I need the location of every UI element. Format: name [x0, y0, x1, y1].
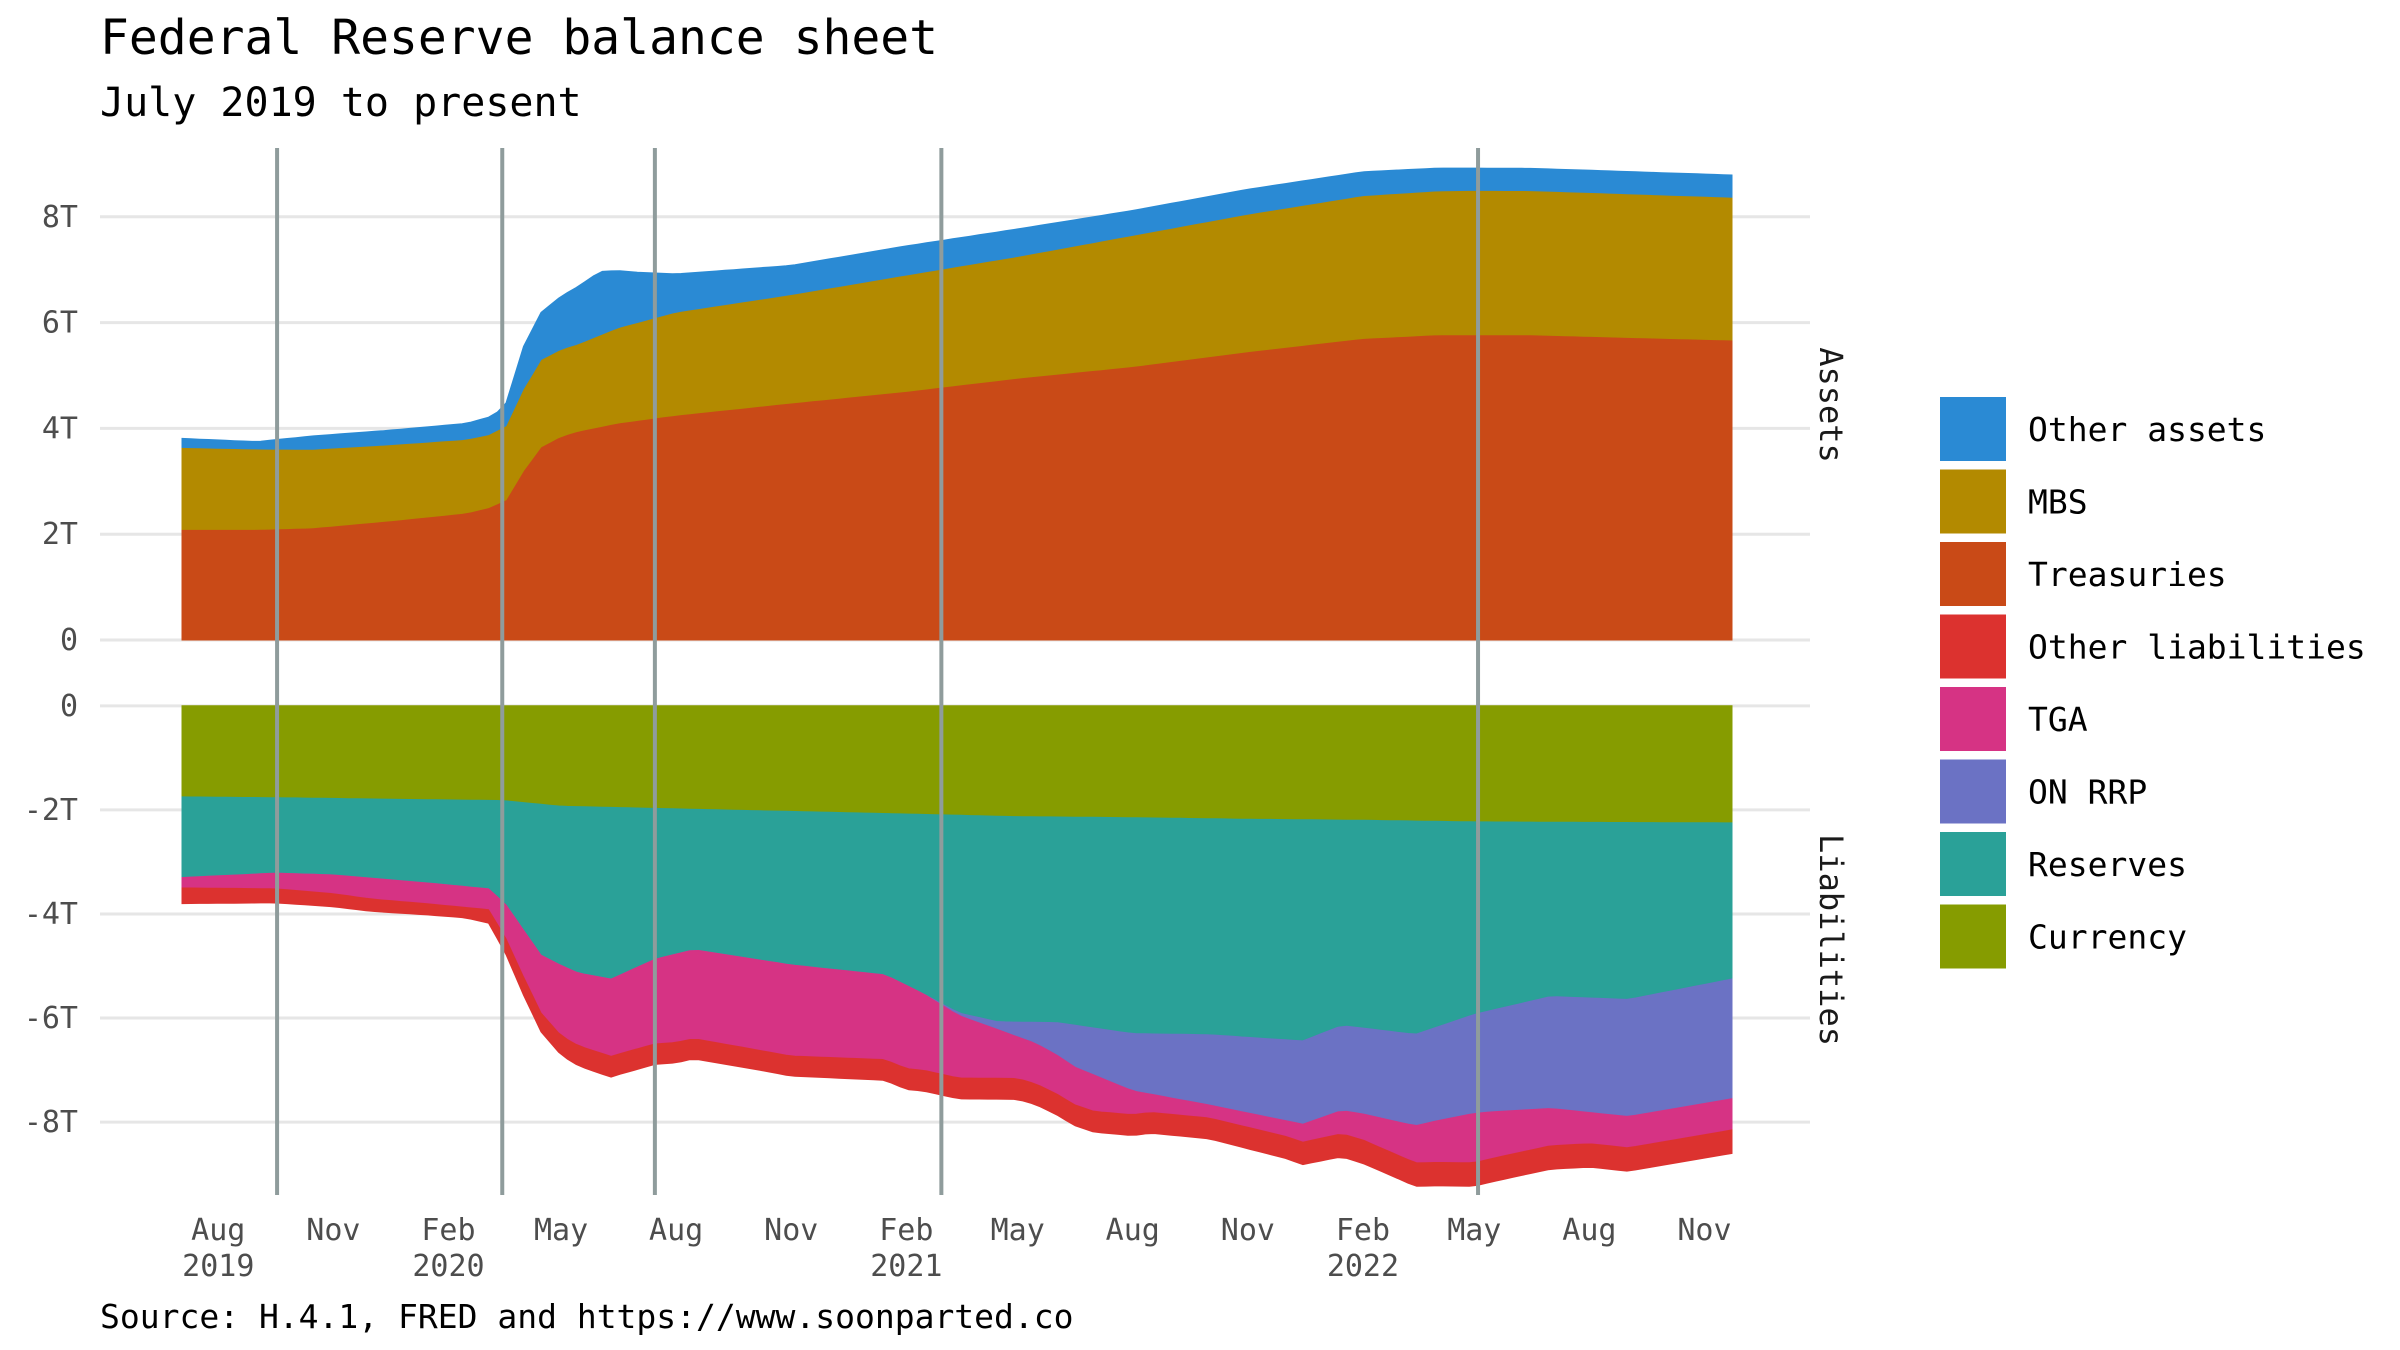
legend-swatch-treasuries — [1940, 542, 2006, 606]
legend-swatch-tga — [1940, 687, 2006, 751]
area-other-liabilities — [181, 887, 1733, 1187]
x-tick-year-2019: 2019 — [182, 1249, 254, 1284]
strip-label-liabilities: Liabilities — [1812, 834, 1850, 1046]
x-tick-year-2020: 2020 — [412, 1249, 484, 1284]
legend-label-other-assets: Other assets — [2028, 410, 2266, 449]
x-tick-aug-2021-08-01: Aug — [1106, 1213, 1160, 1248]
y-tick-liabilities-6t: -6T — [24, 1001, 78, 1036]
x-tick-may-2022-05-01: May — [1447, 1213, 1501, 1248]
x-tick-feb-2022-02-01: Feb — [1336, 1213, 1390, 1248]
x-tick-feb-2020-02-01: Feb — [421, 1213, 475, 1248]
x-tick-aug-2020-08-01: Aug — [649, 1213, 703, 1248]
x-tick-feb-2021-02-01: Feb — [879, 1213, 933, 1248]
legend-label-on-rrp: ON RRP — [2028, 773, 2147, 812]
event-lines — [275, 148, 1481, 1195]
y-tick-liabilities-2t: -2T — [24, 793, 78, 828]
x-tick-aug-2019-08-01: Aug — [191, 1213, 245, 1248]
area-reserves — [181, 796, 1733, 1042]
y-tick-liabilities-8t: -8T — [24, 1105, 78, 1140]
legend-swatch-reserves — [1940, 832, 2006, 896]
y-tick-assets-2t: 2T — [42, 517, 78, 552]
x-tick-nov-2022-11-01: Nov — [1677, 1213, 1731, 1248]
y-tick-assets-0: 0 — [60, 623, 78, 658]
chart-title: Federal Reserve balance sheet — [100, 10, 938, 66]
x-tick-nov-2020-11-01: Nov — [764, 1213, 818, 1248]
legend-swatch-currency — [1940, 904, 2006, 969]
y-tick-assets-4t: 4T — [42, 411, 78, 446]
x-tick-aug-2022-08-01: Aug — [1562, 1213, 1616, 1248]
x-tick-may-2021-05-01: May — [991, 1213, 1045, 1248]
x-tick-year-2022: 2022 — [1327, 1249, 1399, 1284]
legend-swatch-mbs — [1940, 469, 2006, 534]
chart-subtitle: July 2019 to present — [100, 80, 582, 126]
legend-label-other-liabilities: Other liabilities — [2028, 628, 2366, 667]
x-tick-may-2020-05-01: May — [534, 1213, 588, 1248]
x-tick-year-2021: 2021 — [870, 1249, 942, 1284]
y-tick-assets-6t: 6T — [42, 306, 78, 341]
x-tick-nov-2021-11-01: Nov — [1221, 1213, 1275, 1248]
x-tick-nov-2019-11-01: Nov — [306, 1213, 360, 1248]
legend-swatch-other-liabilities — [1940, 614, 2006, 679]
y-tick-liabilities-4t: -4T — [24, 897, 78, 932]
legend-swatch-on-rrp — [1940, 759, 2006, 824]
y-tick-liabilities-0: 0 — [60, 689, 78, 724]
source-caption: Source: H.4.1, FRED and https://www.soon… — [100, 1297, 1074, 1336]
legend-label-mbs: MBS — [2028, 483, 2088, 522]
legend: Other assets MBS Treasuries Other liabiliti… — [1940, 397, 2366, 969]
strip-label-assets: Assets — [1812, 347, 1850, 463]
liabilities-panel: 0 -2T -4T -6T -8T — [24, 689, 1810, 1187]
legend-swatch-other-assets — [1940, 397, 2006, 461]
legend-label-reserves: Reserves — [2028, 845, 2187, 884]
legend-label-treasuries: Treasuries — [2028, 555, 2227, 594]
y-tick-assets-8t: 8T — [42, 200, 78, 235]
legend-label-tga: TGA — [2028, 700, 2088, 739]
area-other-assets — [181, 167, 1733, 450]
legend-label-currency: Currency — [2028, 918, 2187, 957]
assets-panel: 0 2T 4T 6T 8T — [42, 167, 1810, 658]
